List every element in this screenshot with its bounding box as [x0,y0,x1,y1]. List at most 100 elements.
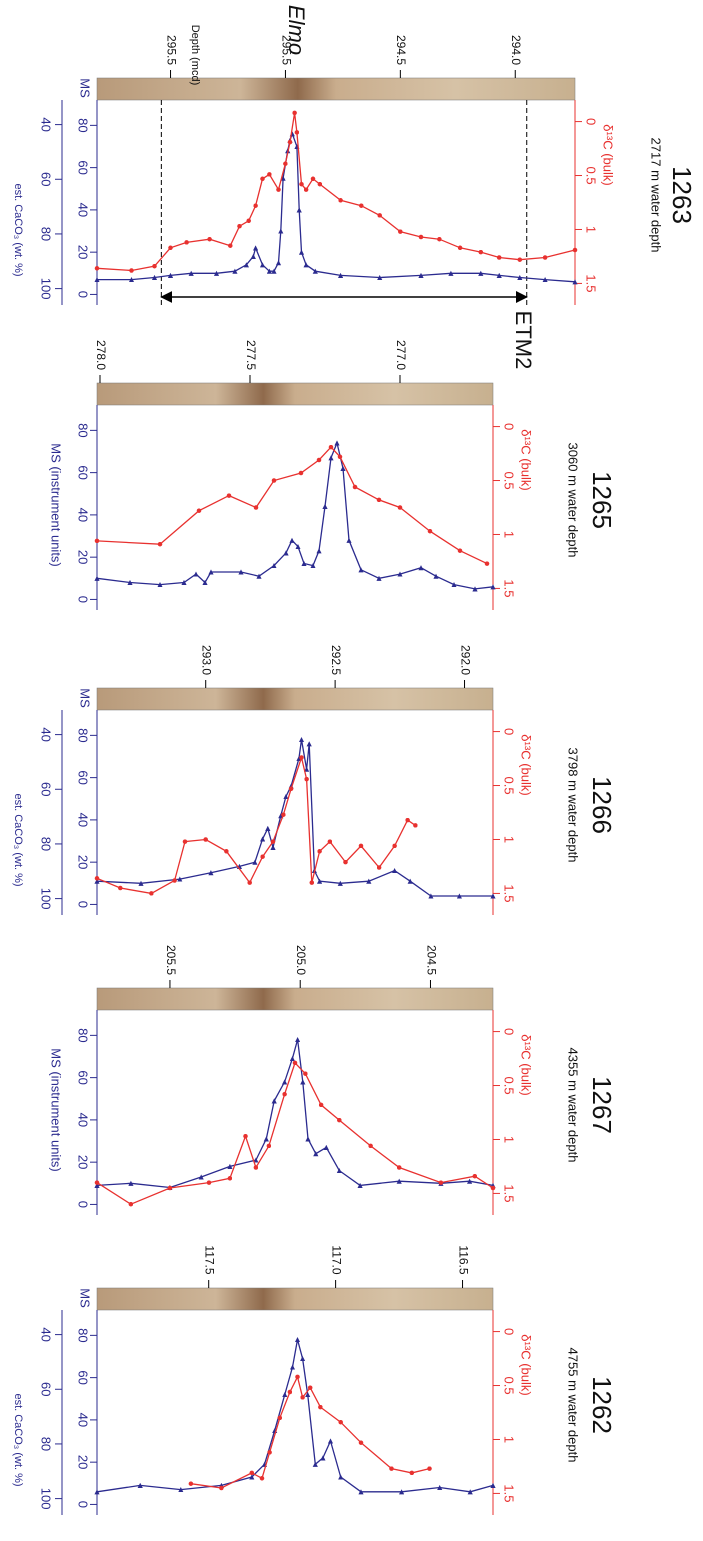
data-line [97,134,575,282]
figure: 12632717 m water depth295.5295.5294.5294… [0,0,703,1541]
y2-tick-label: 0.5 [502,776,517,794]
y2-axis-label: δ¹³C (bulk) [601,124,616,185]
x-tick-label: 277.5 [244,340,258,370]
y3-axis-label: est. CaCO₃ (wt. %) [12,793,24,886]
y-tick-label: 40 [76,203,91,217]
x-tick-label: 117.5 [203,1245,217,1274]
x-tick-label: 205.0 [294,945,308,975]
x-tick-label: 292.0 [458,645,472,675]
y-axis-label: MS [78,78,93,98]
x-tick-label: 294.5 [394,35,408,65]
panel-subtitle: 4755 m water depth [566,1348,581,1463]
y-tick-label: 40 [76,1413,91,1427]
x-tick-label: 295.5 [164,35,178,65]
y2-tick-label: 1 [502,531,517,538]
y2-tick-label: 0 [502,728,517,735]
y-tick-label: 40 [76,1113,91,1127]
data-line [97,443,493,589]
y3-tick-label: 80 [39,1437,54,1451]
y-tick-label: 40 [76,813,91,827]
y3-tick-label: 60 [39,782,54,796]
data-line [97,447,487,563]
y-tick-label: 20 [76,1455,91,1469]
core-image [97,1288,493,1310]
data-line [97,758,415,894]
y-axis-label: MS [78,1288,93,1308]
x-tick-label: 292.5 [329,645,343,675]
y-tick-label: 0 [76,291,91,298]
x-tick-label: 293.0 [200,645,214,675]
y2-tick-label: 1 [502,1436,517,1443]
y2-tick-label: 1.5 [502,1484,517,1502]
y-tick-label: 0 [76,1201,91,1208]
y2-tick-label: 1 [502,1136,517,1143]
panel-title: 1265 [587,471,617,529]
y-tick-label: 60 [76,160,91,174]
y2-tick-label: 0.5 [502,1076,517,1094]
x-tick-label: 116.5 [456,1245,470,1274]
core-image [97,383,493,405]
y-tick-label: 20 [76,855,91,869]
y2-tick-label: 0 [502,1028,517,1035]
y2-tick-label: 0 [502,423,517,430]
core-image [97,688,493,710]
y-tick-label: 80 [76,423,91,437]
y-tick-label: 60 [76,770,91,784]
y3-tick-label: 60 [39,172,54,186]
y-tick-label: 60 [76,1370,91,1384]
y-tick-label: 80 [76,118,91,132]
y2-tick-label: 0.5 [502,471,517,489]
y2-axis-label: δ¹³C (bulk) [519,429,534,490]
data-line [97,1040,493,1188]
x-tick-label: 278.0 [94,340,108,370]
data-line [97,113,575,271]
y-tick-label: 80 [76,728,91,742]
y2-axis-label: δ¹³C (bulk) [519,1034,534,1095]
y2-tick-label: 0 [584,118,599,125]
panel-title: 1263 [667,166,697,224]
x-tick-label: 294.0 [509,35,523,65]
y3-tick-label: 100 [39,888,54,910]
y2-tick-label: 0 [502,1328,517,1335]
y3-tick-label: 40 [39,1327,54,1341]
y2-axis-label: δ¹³C (bulk) [519,734,534,795]
y3-tick-label: 80 [39,837,54,851]
y3-tick-label: 100 [39,278,54,300]
y3-tick-label: 80 [39,227,54,241]
y2-axis-label: δ¹³C (bulk) [519,1334,534,1395]
y-axis-label: MS (instrument units) [49,443,64,567]
data-line [97,1340,493,1492]
panel-subtitle: 3060 m water depth [566,443,581,558]
data-line [97,740,493,896]
x-axis-label: Depth (mcd) [189,25,201,86]
y2-tick-label: 0.5 [584,166,599,184]
y-tick-label: 0 [76,596,91,603]
core-image [97,78,575,100]
panel-title: 1267 [587,1076,617,1134]
y3-tick-label: 40 [39,117,54,131]
y3-axis-label: est. CaCO₃ (wt. %) [12,1393,24,1486]
x-tick-label: 277.0 [394,340,408,370]
y2-tick-label: 0.5 [502,1376,517,1394]
span-label: ETM2 [511,311,536,370]
y2-tick-label: 1 [502,836,517,843]
y3-axis-label: est. CaCO₃ (wt. %) [12,183,24,276]
panel-subtitle: 3798 m water depth [566,748,581,863]
x-tick-label: 205.5 [164,945,178,975]
y-axis-label: MS [78,688,93,708]
panel-subtitle: 4355 m water depth [566,1048,581,1163]
y-tick-label: 20 [76,1155,91,1169]
y-tick-label: 80 [76,1028,91,1042]
y-tick-label: 0 [76,901,91,908]
y3-tick-label: 100 [39,1488,54,1510]
y2-tick-label: 1 [584,226,599,233]
annotation: Elmo [284,5,309,55]
y-tick-label: 0 [76,1501,91,1508]
y2-tick-label: 1.5 [502,884,517,902]
panel-title: 1262 [587,1376,617,1434]
core-image [97,988,493,1010]
y3-tick-label: 40 [39,727,54,741]
y-tick-label: 20 [76,550,91,564]
x-tick-label: 204.5 [424,945,438,975]
data-line [191,1377,430,1488]
